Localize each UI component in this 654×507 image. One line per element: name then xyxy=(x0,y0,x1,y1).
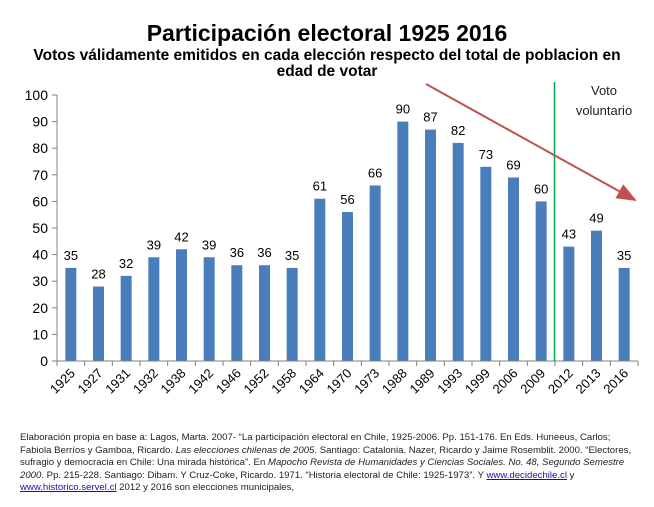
bar xyxy=(591,230,602,361)
bar xyxy=(120,275,132,361)
source-journal-title: Mapocho Revista de Humanidades y Ciencia… xyxy=(20,457,625,481)
y-tick-label: 20 xyxy=(32,300,48,316)
x-tick-label: 1942 xyxy=(185,366,216,397)
data-label: 35 xyxy=(285,248,299,263)
bar xyxy=(535,201,547,361)
y-tick-label: 10 xyxy=(32,326,48,342)
x-tick-label: 2013 xyxy=(573,366,604,397)
source-book-title: Las elecciones chilenas de 2005 xyxy=(175,444,315,456)
bar xyxy=(618,267,630,361)
data-label: 36 xyxy=(257,245,271,260)
annotations: Voto voluntario xyxy=(425,82,637,361)
bar xyxy=(286,267,298,361)
bar xyxy=(369,185,381,361)
y-axis: 0 10 20 30 40 50 60 70 80 90 100 xyxy=(25,87,58,369)
source-note: Elaboración propia en base a: Lagos, Mar… xyxy=(20,432,640,495)
bar xyxy=(259,265,270,361)
y-tick-label: 50 xyxy=(32,220,48,236)
x-tick-label: 1993 xyxy=(434,366,465,397)
x-tick-label: 2009 xyxy=(517,366,548,397)
y-tick-label: 90 xyxy=(32,114,48,130)
bar xyxy=(176,249,187,361)
x-tick-label: 1958 xyxy=(268,366,299,397)
data-label: 73 xyxy=(479,147,493,162)
y-tick-label: 80 xyxy=(32,140,48,156)
data-label: 35 xyxy=(64,248,78,263)
x-tick-label: 1938 xyxy=(158,366,189,397)
bar xyxy=(480,166,492,361)
source-mid-3: y xyxy=(567,469,575,481)
bars xyxy=(65,121,630,361)
voluntary-vote-label: voluntario xyxy=(576,103,632,118)
source-mid-2: . Pp. 215-228. Santiago: Dibam. Y Cruz-C… xyxy=(41,469,487,481)
data-label: 87 xyxy=(423,110,437,125)
y-tick-label: 60 xyxy=(32,193,48,209)
bar xyxy=(452,142,464,361)
data-label: 69 xyxy=(506,157,520,172)
data-label: 61 xyxy=(313,179,327,194)
bar xyxy=(231,265,243,361)
data-label: 60 xyxy=(534,181,548,196)
bar xyxy=(314,198,326,361)
servel-link[interactable]: www.historico.servel.cl xyxy=(20,482,117,494)
source-mid-1: . Santiago: Catalonia. Nazer, Ricardo y … xyxy=(20,444,632,469)
data-label: 82 xyxy=(451,123,465,138)
data-label: 42 xyxy=(174,229,188,244)
x-axis: 1925192719311932193819421946195219581964… xyxy=(47,360,639,397)
data-label: 49 xyxy=(589,211,603,226)
bar xyxy=(93,286,104,361)
x-tick-label: 1973 xyxy=(351,366,382,397)
bar xyxy=(342,212,353,361)
bar xyxy=(563,246,575,361)
data-label: 39 xyxy=(202,237,216,252)
bar xyxy=(397,121,409,361)
y-tick-label: 0 xyxy=(40,353,48,369)
data-label: 43 xyxy=(562,227,576,242)
data-label: 39 xyxy=(147,237,161,252)
x-tick-label: 1970 xyxy=(324,366,355,397)
bar xyxy=(65,267,77,361)
data-label: 32 xyxy=(119,256,133,271)
x-tick-label: 1988 xyxy=(379,366,410,397)
data-label: 36 xyxy=(230,245,244,260)
bar xyxy=(425,129,436,361)
data-label: 56 xyxy=(340,192,354,207)
x-tick-label: 1952 xyxy=(241,366,272,397)
chart-subtitle: Votos válidamente emitidos en cada elecc… xyxy=(33,47,621,80)
data-labels: 35 28 32 39 42 39 36 36 35 61 56 66 90 87 82 73 69 60 43 49… xyxy=(64,102,632,282)
y-tick-label: 40 xyxy=(32,247,48,263)
x-tick-label: 1989 xyxy=(407,366,438,397)
data-label: 35 xyxy=(617,248,631,263)
x-tick-label: 1931 xyxy=(102,366,133,397)
source-suffix: 2012 y 2016 son elecciones municipales, xyxy=(116,482,295,494)
data-label: 66 xyxy=(368,165,382,180)
x-tick-label: 1946 xyxy=(213,366,244,397)
x-tick-label: 1925 xyxy=(47,366,78,397)
decline-trend-arrow xyxy=(425,83,637,201)
data-label: 28 xyxy=(91,267,105,282)
data-label: 90 xyxy=(396,102,410,117)
x-tick-label: 1964 xyxy=(296,366,327,397)
y-tick-label: 70 xyxy=(32,167,48,183)
x-tick-label: 2016 xyxy=(600,366,631,397)
decidechile-link[interactable]: www.decidechile.cl xyxy=(486,469,567,481)
chart-title: Participación electoral 1925 2016 xyxy=(146,20,508,46)
bar xyxy=(508,177,519,361)
x-tick-label: 1927 xyxy=(75,366,106,397)
voluntary-vote-label: Voto xyxy=(591,83,617,98)
bar xyxy=(148,257,160,361)
source-prefix: Elaboración propia en base a: Lagos, Mar… xyxy=(20,432,611,456)
x-tick-label: 2012 xyxy=(545,366,576,397)
y-tick-label: 100 xyxy=(25,87,49,103)
y-tick-label: 30 xyxy=(32,273,48,289)
x-tick-label: 2006 xyxy=(490,366,521,397)
x-tick-label: 1999 xyxy=(462,366,493,397)
bar xyxy=(203,257,215,361)
x-tick-label: 1932 xyxy=(130,366,161,397)
